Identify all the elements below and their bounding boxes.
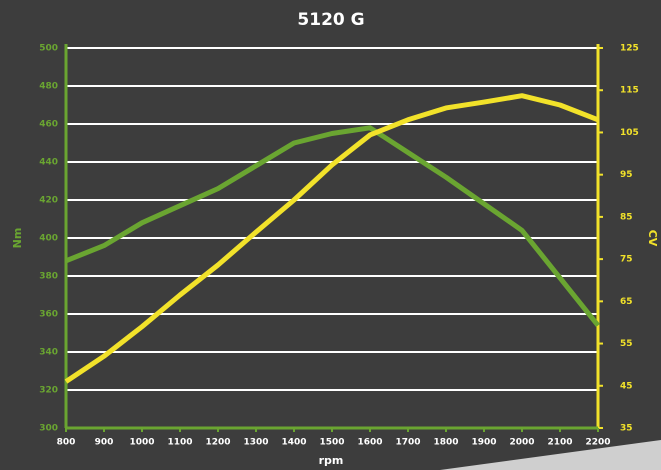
y-tick-label: 320	[39, 386, 58, 396]
y2-tick-label: 45	[620, 381, 633, 391]
x-tick-label: 1100	[167, 438, 192, 448]
x-tick-label: 1900	[471, 438, 496, 448]
x-tick-label: 1300	[243, 438, 268, 448]
y2-tick-label: 75	[620, 255, 633, 265]
x-tick-label: 2100	[547, 438, 572, 448]
x-tick-label: 1600	[357, 438, 382, 448]
y-tick-label: 420	[39, 196, 58, 206]
x-tick-label: 1800	[433, 438, 458, 448]
y-tick-label: 440	[39, 158, 58, 168]
x-tick-label: 1000	[129, 438, 154, 448]
y2-axis-label: CV	[646, 230, 659, 247]
y-tick-label: 400	[39, 234, 58, 244]
corner-decoration	[440, 440, 661, 470]
y-tick-label: 360	[39, 310, 58, 320]
series-line	[64, 93, 599, 384]
x-tick-label: 1700	[395, 438, 420, 448]
y-tick-label: 380	[39, 272, 58, 282]
x-tick-label: 800	[57, 438, 76, 448]
x-tick-label: 1200	[205, 438, 230, 448]
x-tick-label: 1500	[319, 438, 344, 448]
y-tick-label: 340	[39, 348, 58, 358]
x-tick-label: 900	[95, 438, 114, 448]
y2-tick-label: 85	[620, 212, 633, 222]
x-tick-label: 2000	[509, 438, 534, 448]
y2-tick-label: 65	[620, 297, 633, 307]
x-tick-label: 1400	[281, 438, 306, 448]
series-line	[65, 125, 600, 327]
y2-tick-label: 55	[620, 339, 633, 349]
y-tick-label: 300	[39, 424, 58, 434]
y-axis-label: Nm	[11, 228, 24, 249]
chart-title: 5120 G	[297, 10, 364, 30]
y2-tick-label: 115	[620, 86, 639, 96]
y2-tick-label: 125	[620, 44, 639, 54]
y-tick-label: 480	[39, 82, 58, 92]
y-tick-label: 460	[39, 120, 58, 130]
y2-tick-label: 105	[620, 128, 639, 138]
x-tick-label: 2200	[585, 438, 610, 448]
y-tick-label: 500	[39, 44, 58, 54]
y2-tick-label: 95	[620, 170, 633, 180]
y2-tick-label: 35	[620, 424, 633, 434]
x-axis-label: rpm	[319, 454, 344, 467]
